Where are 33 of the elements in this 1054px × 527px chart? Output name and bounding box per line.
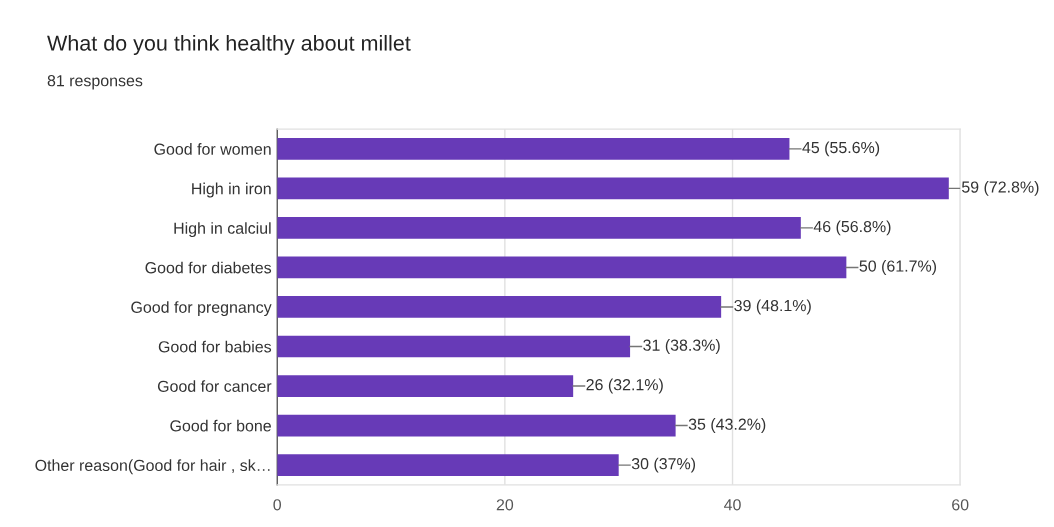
x-tick-label: 0 [273,499,282,511]
data-label: 45 (55.6%) [802,141,880,157]
y-tick-label: Good for bone [170,419,271,432]
data-label: 30 (37%) [631,457,696,473]
data-label: 50 (61.7%) [859,260,937,275]
y-tick-label: Good for babies [158,340,272,353]
bar [277,256,847,279]
bar [277,177,949,200]
data-label: 35 (43.2%) [688,418,766,433]
data-label: 46 (56.8%) [813,220,891,236]
data-label: 39 (48.1%) [734,299,811,315]
data-label: 31 (38.3%) [643,339,720,354]
x-tick-label: 60 [952,499,969,511]
bar [277,335,631,358]
bar [277,454,619,476]
y-tick-label: High in calciul [174,222,271,238]
y-tick-label: Good for cancer [157,380,272,392]
y-tick-label: Good for diabetes [145,261,272,274]
bar [277,296,722,318]
bar [277,414,676,437]
data-label: 26 (32.1%) [586,378,663,394]
bar [277,138,790,160]
y-tick-label: Good for pregnancy [131,301,272,317]
chart-title: What do you think healthy about millet [47,34,411,56]
y-tick-label: Other reason(Good for hair , sk… [35,459,270,475]
x-tick-label: 20 [496,499,514,511]
y-tick-label: Good for women [154,143,271,155]
x-tick-label: 40 [724,499,741,511]
bar [277,375,574,397]
data-label: 59 (72.8%) [961,180,1039,196]
text: 81 responses [47,74,143,90]
bar [277,217,801,239]
y-tick-label: High in iron [192,182,271,198]
